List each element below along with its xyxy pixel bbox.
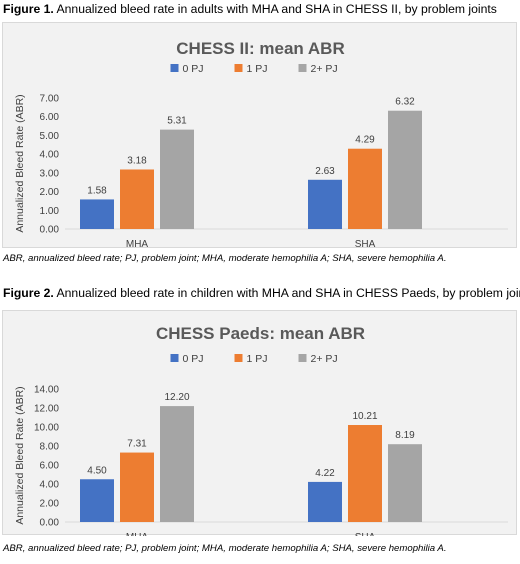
legend-label: 2+ PJ [311, 353, 338, 365]
x-category-label: SHA [355, 239, 376, 249]
chart1-panel: CHESS II: mean ABR 0 PJ 1 PJ 2+ PJ Annualize… [2, 22, 517, 249]
y-tick-label: 2.00 [40, 499, 60, 510]
figure1-caption-label: Figure 1. [3, 2, 54, 16]
y-axis-label: Annualized Bleed Rate (ABR) [14, 94, 26, 232]
figure2-caption-label: Figure 2. [3, 286, 54, 300]
data-label: 6.32 [395, 97, 415, 108]
y-tick-label: 4.00 [40, 480, 60, 491]
legend-swatch [170, 64, 179, 72]
x-category-label: SHA [355, 532, 376, 536]
y-tick-label: 6.00 [40, 461, 60, 472]
y-tick-label: 14.00 [34, 385, 59, 396]
data-label: 12.20 [164, 392, 189, 403]
figure2-caption-text: Annualized bleed rate in children with M… [53, 286, 520, 300]
y-tick-label: 8.00 [40, 442, 60, 453]
y-tick-label: 1.00 [40, 206, 60, 217]
y-tick-label: 5.00 [40, 131, 60, 142]
y-tick-label: 6.00 [40, 112, 60, 123]
legend-label: 1 PJ [247, 353, 268, 365]
y-tick-label: 4.00 [40, 150, 60, 161]
chart-title: CHESS Paeds: mean ABR [156, 324, 365, 343]
data-label: 3.18 [127, 155, 147, 166]
chart1-svg: CHESS II: mean ABR 0 PJ 1 PJ 2+ PJ Annualize… [14, 39, 508, 249]
bar [348, 148, 382, 229]
bar [308, 481, 342, 522]
legend-label: 1 PJ [247, 63, 268, 75]
data-label: 5.31 [167, 116, 187, 127]
legend-label: 2+ PJ [311, 63, 338, 75]
bar [160, 406, 194, 522]
data-label: 4.50 [87, 465, 107, 476]
bar [120, 452, 154, 522]
y-tick-label: 3.00 [40, 168, 60, 179]
legend-swatch [234, 354, 243, 362]
x-category-label: MHA [126, 532, 149, 536]
data-label: 4.22 [315, 468, 335, 479]
y-tick-label: 2.00 [40, 187, 60, 198]
x-category-label: MHA [126, 239, 149, 249]
data-label: 2.63 [315, 166, 335, 177]
bar [348, 425, 382, 522]
y-tick-label: 10.00 [34, 423, 59, 434]
chart2-panel: CHESS Paeds: mean ABR 0 PJ 1 PJ 2+ PJ Annual… [2, 310, 517, 536]
data-label: 10.21 [352, 411, 377, 422]
figure1-caption-text: Annualized bleed rate in adults with MHA… [53, 2, 497, 16]
y-tick-label: 7.00 [40, 94, 60, 105]
bar [80, 479, 114, 522]
chart-title: CHESS II: mean ABR [176, 39, 344, 58]
data-label: 1.58 [87, 185, 107, 196]
data-label: 7.31 [127, 439, 147, 450]
y-axis-label: Annualized Bleed Rate (ABR) [14, 386, 26, 524]
data-label: 4.29 [355, 135, 375, 146]
bar [80, 199, 114, 229]
bar [388, 444, 422, 522]
figure1-caption: Figure 1. Annualized bleed rate in adult… [3, 2, 497, 16]
figure1-footnote: ABR, annualized bleed rate; PJ, problem … [3, 253, 447, 264]
bar [388, 110, 422, 229]
chart2-svg: CHESS Paeds: mean ABR 0 PJ 1 PJ 2+ PJ Annual… [14, 324, 508, 536]
legend-swatch [234, 64, 243, 72]
legend-swatch [170, 354, 179, 362]
legend-label: 0 PJ [183, 353, 204, 365]
y-tick-label: 12.00 [34, 404, 59, 415]
y-tick-label: 0.00 [40, 225, 60, 236]
figure2-footnote: ABR, annualized bleed rate; PJ, problem … [3, 543, 447, 554]
legend-label: 0 PJ [183, 63, 204, 75]
legend-swatch [298, 354, 307, 362]
legend-swatch [298, 64, 307, 72]
bar [120, 169, 154, 229]
data-label: 8.19 [395, 430, 415, 441]
y-tick-label: 0.00 [40, 518, 60, 529]
figure2-caption: Figure 2. Annualized bleed rate in child… [3, 286, 520, 300]
bar [308, 179, 342, 229]
bar [160, 129, 194, 229]
